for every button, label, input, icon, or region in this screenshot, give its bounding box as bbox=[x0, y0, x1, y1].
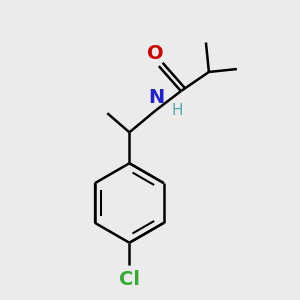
Text: O: O bbox=[147, 44, 164, 62]
Text: Cl: Cl bbox=[119, 270, 140, 289]
Text: H: H bbox=[171, 103, 183, 118]
Text: N: N bbox=[148, 88, 165, 107]
